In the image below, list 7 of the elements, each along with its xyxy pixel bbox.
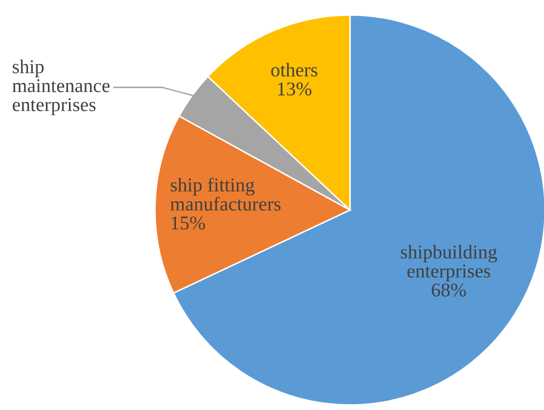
slice-label: shipbuilding enterprises (400, 244, 498, 282)
data-label: 15% (172, 216, 205, 230)
slice-label: others (271, 62, 318, 77)
slice-label: ship fitting manufacturers (170, 178, 281, 211)
data-label: 68% (432, 283, 466, 297)
data-label: 13% (278, 82, 312, 96)
slice-label: ship maintenance enterprises (12, 60, 110, 116)
